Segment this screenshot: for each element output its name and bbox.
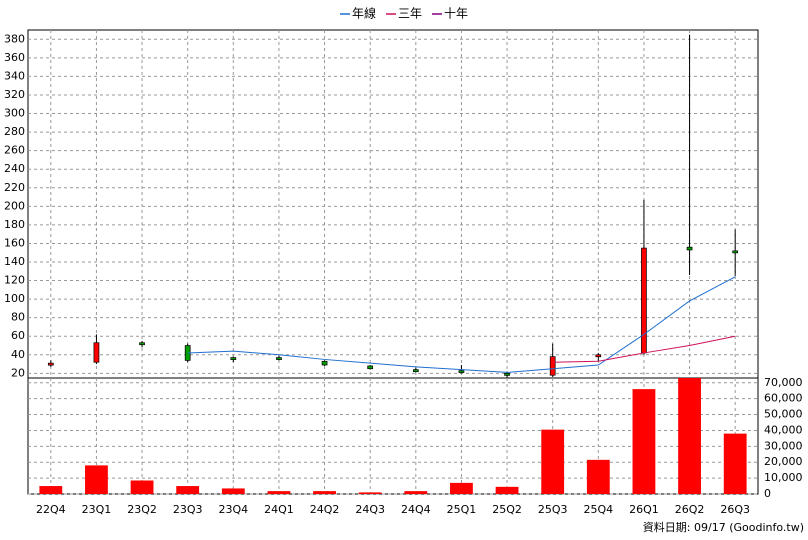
candle-body [595, 354, 602, 358]
y-tick-label: 220 [4, 181, 25, 194]
legend-label: 十年 [444, 7, 468, 21]
x-tick-label: 25Q4 [583, 503, 613, 516]
legend-label: 年線 [352, 6, 376, 21]
volume-bar [176, 486, 200, 494]
y-tick-label: 80 [11, 311, 25, 324]
ma-line [552, 335, 736, 363]
x-tick-label: 26Q2 [675, 503, 705, 516]
x-tick-label: 24Q3 [355, 503, 385, 516]
volume-bar [221, 488, 245, 494]
y-tick-label: 200 [4, 199, 25, 212]
candle-body [139, 342, 145, 346]
candle-body [367, 365, 374, 370]
y2-tick-label: 10,000 [764, 471, 803, 484]
y-tick-label: 340 [4, 69, 25, 82]
x-tick-label: 25Q1 [447, 503, 477, 516]
y-tick-label: 300 [4, 107, 25, 120]
x-tick-label: 26Q1 [629, 503, 659, 516]
candle-body [458, 370, 465, 373]
y-tick-label: 140 [4, 255, 25, 268]
volume-bar [39, 486, 63, 494]
volume-bar [678, 378, 701, 494]
volume-bar [495, 486, 519, 494]
volume-bar [358, 492, 382, 494]
x-tick-label: 25Q2 [492, 503, 522, 516]
volume-bar [130, 480, 154, 494]
candle-body [93, 342, 100, 363]
y-tick-label: 100 [4, 292, 25, 305]
y2-tick-label: 60,000 [764, 392, 803, 405]
legend-label: 三年 [398, 7, 422, 21]
y-tick-label: 240 [4, 162, 25, 175]
y-tick-label: 320 [4, 88, 25, 101]
candle-body [321, 360, 328, 366]
volume-bar [267, 491, 291, 494]
y2-tick-label: 20,000 [764, 455, 803, 468]
volume-bar [541, 429, 565, 494]
volume-bar [404, 491, 428, 494]
x-tick-label: 24Q1 [264, 503, 294, 516]
volume-bar [586, 459, 610, 494]
y-tick-label: 260 [4, 144, 25, 157]
x-tick-label: 23Q2 [127, 503, 157, 516]
y-tick-label: 40 [11, 348, 25, 361]
x-tick-label: 23Q1 [82, 503, 112, 516]
x-tick-label: 23Q4 [218, 503, 248, 516]
x-tick-label: 24Q4 [401, 503, 431, 516]
candle-body [732, 250, 739, 254]
x-tick-label: 23Q3 [173, 503, 203, 516]
ma-line [187, 276, 736, 373]
x-tick-label: 24Q2 [310, 503, 340, 516]
y-tick-label: 20 [11, 366, 25, 379]
footer: 資料日期: 09/17 (Goodinfo.tw) [643, 520, 804, 534]
y-tick-label: 360 [4, 51, 25, 64]
x-tick-label: 22Q4 [36, 503, 66, 516]
y-tick-label: 280 [4, 125, 25, 138]
volume-bar [313, 491, 336, 494]
volume-bar [450, 482, 473, 494]
y2-tick-label: 30,000 [764, 439, 803, 452]
volume-bar [632, 389, 656, 494]
y-tick-label: 60 [11, 329, 25, 342]
candle-body [641, 247, 647, 354]
y2-tick-label: 50,000 [764, 408, 803, 421]
x-tick-label: 25Q3 [538, 503, 568, 516]
y-tick-label: 380 [4, 32, 25, 45]
candle-body [276, 357, 282, 360]
candle-body [686, 246, 693, 251]
x-tick-label: 26Q3 [720, 503, 750, 516]
y-tick-label: 180 [4, 218, 25, 231]
volume-bar [723, 433, 747, 494]
candle-body [412, 369, 419, 372]
y-tick-label: 160 [4, 236, 25, 249]
y2-tick-label: 0 [764, 487, 771, 500]
candle-body [549, 356, 556, 376]
volume-bar [85, 465, 108, 494]
candle-body [230, 357, 237, 360]
y2-tick-label: 40,000 [764, 423, 803, 436]
candle-body [47, 362, 54, 366]
y-tick-label: 120 [4, 274, 25, 287]
candle-body [504, 373, 510, 376]
y2-tick-label: 70,000 [764, 376, 803, 389]
